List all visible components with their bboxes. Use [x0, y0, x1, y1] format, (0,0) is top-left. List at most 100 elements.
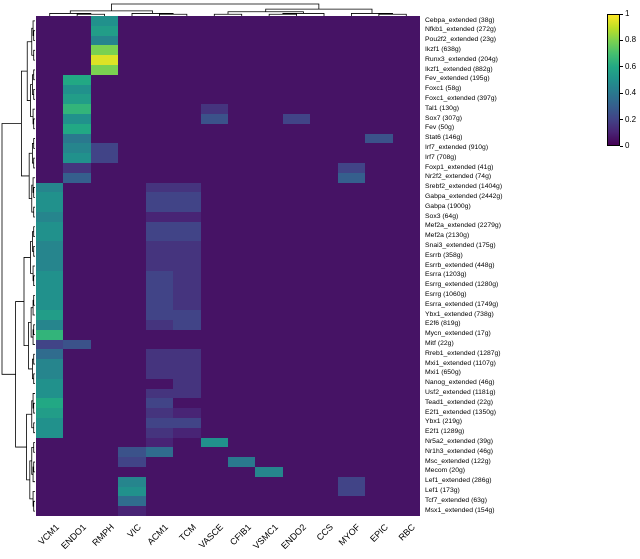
heatmap-cell	[200, 329, 228, 340]
heatmap-cell	[282, 427, 311, 438]
row-label: Nfkb1_extended (272g)	[425, 26, 497, 34]
heatmap-cell	[392, 241, 420, 252]
heatmap-cell	[228, 16, 256, 26]
heatmap-cell	[228, 251, 256, 262]
heatmap-cell	[118, 182, 146, 193]
heatmap-cell	[36, 221, 64, 232]
row-label: Esrrg (1060g)	[425, 291, 467, 298]
heatmap-cell	[392, 74, 420, 85]
heatmap-cell	[145, 310, 174, 320]
heatmap-cell	[310, 378, 338, 389]
heatmap-cell	[282, 466, 311, 477]
heatmap-cell	[200, 104, 228, 115]
heatmap-cell	[118, 359, 146, 369]
heatmap-cell	[118, 368, 146, 379]
heatmap-cell	[145, 16, 174, 26]
heatmap-cell	[200, 143, 228, 154]
row-label: Foxp1_extended (41g)	[425, 163, 494, 171]
heatmap-cell	[118, 172, 146, 183]
heatmap-cell	[36, 251, 64, 262]
heatmap-cell	[63, 133, 91, 144]
heatmap-cell	[365, 74, 393, 85]
row-label: Cebpa_extended (38g)	[425, 16, 495, 24]
heatmap-cell	[36, 74, 64, 85]
row-label: Gabpa (1900g)	[425, 202, 471, 210]
heatmap-cell	[365, 202, 393, 213]
heatmap-cell	[36, 192, 64, 203]
row-label: E2f6 (819g)	[425, 320, 461, 328]
heatmap-cell	[90, 202, 119, 213]
heatmap-cell	[282, 16, 311, 26]
heatmap-cell	[365, 221, 393, 232]
heatmap-cell	[337, 496, 366, 507]
heatmap-cell	[90, 349, 119, 360]
heatmap-cell	[228, 104, 256, 115]
heatmap-cell	[392, 251, 420, 262]
heatmap-cell	[365, 16, 393, 26]
heatmap-cell	[255, 506, 283, 516]
heatmap-cell	[365, 133, 393, 144]
colorbar-tick-mark	[620, 145, 623, 147]
heatmap-cell	[90, 417, 119, 428]
heatmap-cell	[365, 447, 393, 458]
heatmap-cell	[310, 300, 338, 311]
heatmap-cell	[200, 476, 228, 487]
heatmap-cell	[173, 466, 201, 477]
heatmap-cell	[63, 202, 91, 213]
colorbar-tick-label: 0.4	[625, 88, 637, 98]
heatmap-cell	[365, 319, 393, 330]
heatmap-cell	[282, 104, 311, 115]
heatmap-cell	[255, 133, 283, 144]
heatmap-cell	[282, 153, 311, 164]
heatmap-cell	[228, 408, 256, 418]
heatmap-cell	[90, 388, 119, 399]
heatmap-cell	[255, 427, 283, 438]
heatmap-cell	[228, 241, 256, 252]
heatmap-cell	[282, 251, 311, 262]
heatmap-cell	[310, 221, 338, 232]
heatmap-cell	[63, 310, 91, 320]
heatmap-cell	[145, 319, 174, 330]
heatmap-cell	[255, 192, 283, 203]
heatmap-cell	[282, 94, 311, 105]
heatmap-cell	[36, 261, 64, 271]
heatmap-cell	[118, 123, 146, 134]
heatmap-cell	[90, 378, 119, 389]
heatmap-cell	[118, 427, 146, 438]
heatmap-cell	[392, 114, 420, 124]
heatmap-cell	[310, 329, 338, 340]
column-dendrogram	[49, 3, 407, 16]
heatmap-cell	[365, 486, 393, 497]
heatmap-cell	[63, 388, 91, 399]
heatmap-cell	[337, 172, 366, 183]
heatmap-cell	[145, 486, 174, 497]
heatmap-cell	[118, 496, 146, 507]
heatmap-cell	[282, 378, 311, 389]
heatmap-cell	[392, 55, 420, 66]
heatmap-cell	[310, 35, 338, 46]
heatmap-cell	[36, 123, 64, 134]
heatmap-cell	[255, 153, 283, 164]
heatmap-cell	[310, 408, 338, 418]
heatmap-cell	[337, 123, 366, 134]
heatmap-cell	[282, 270, 311, 281]
heatmap-cell	[145, 221, 174, 232]
heatmap-cell	[63, 476, 91, 487]
heatmap-cell	[255, 398, 283, 409]
heatmap-cell	[63, 447, 91, 458]
heatmap-cell	[228, 290, 256, 301]
row-dendrogram	[1, 20, 35, 512]
row-label: Sox7 (307g)	[425, 114, 463, 122]
heatmap-cell	[200, 133, 228, 144]
heatmap-cell	[145, 280, 174, 291]
heatmap-cell	[337, 388, 366, 399]
heatmap-cell	[63, 457, 91, 467]
heatmap-cell	[118, 35, 146, 46]
heatmap-cell	[255, 16, 283, 26]
heatmap-cell	[173, 202, 201, 213]
heatmap-cell	[228, 84, 256, 95]
heatmap-cell	[90, 16, 119, 26]
heatmap-cell	[392, 398, 420, 409]
heatmap-cell	[63, 221, 91, 232]
